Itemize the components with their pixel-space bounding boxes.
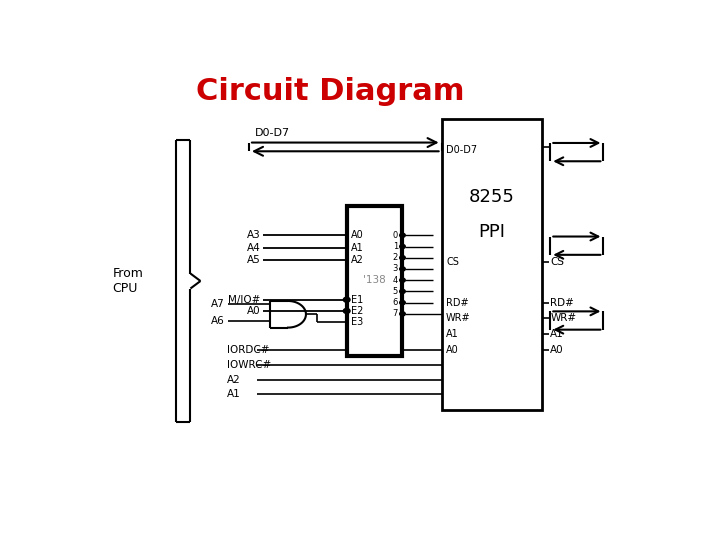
- Text: M/IO#: M/IO#: [228, 295, 260, 305]
- Text: A2: A2: [227, 375, 240, 385]
- Circle shape: [343, 297, 350, 302]
- Text: 8255: 8255: [469, 188, 515, 206]
- Text: CS: CS: [550, 257, 564, 267]
- Text: 4: 4: [393, 276, 398, 285]
- Text: A1: A1: [550, 329, 564, 339]
- Text: A2: A2: [351, 255, 364, 265]
- Text: From
CPU: From CPU: [112, 267, 143, 295]
- Text: 2: 2: [393, 253, 398, 262]
- Text: IOWRC#: IOWRC#: [227, 360, 271, 370]
- Text: 0: 0: [393, 231, 398, 240]
- Text: A1: A1: [446, 329, 459, 339]
- Text: RD#: RD#: [446, 298, 469, 308]
- Circle shape: [400, 245, 405, 248]
- Text: A6: A6: [211, 315, 225, 326]
- Text: PPI: PPI: [478, 224, 505, 241]
- Text: E3: E3: [351, 317, 364, 327]
- Circle shape: [343, 308, 350, 313]
- Circle shape: [400, 289, 405, 294]
- Circle shape: [400, 233, 405, 238]
- Text: D0-D7: D0-D7: [255, 129, 289, 138]
- Text: '138: '138: [363, 275, 386, 285]
- Text: A1: A1: [227, 389, 240, 399]
- Text: D0-D7: D0-D7: [446, 145, 477, 155]
- Text: IORDC#: IORDC#: [227, 345, 269, 355]
- Text: A0: A0: [550, 345, 564, 355]
- Text: A3: A3: [246, 230, 260, 240]
- Text: CS: CS: [446, 257, 459, 267]
- Text: 3: 3: [392, 265, 398, 273]
- Text: 5: 5: [393, 287, 398, 296]
- Text: E1: E1: [351, 295, 364, 305]
- Text: 1: 1: [393, 242, 398, 251]
- Circle shape: [400, 312, 405, 316]
- Text: 6: 6: [392, 298, 398, 307]
- Circle shape: [400, 255, 405, 260]
- Text: A7: A7: [211, 299, 225, 309]
- Text: A0: A0: [246, 306, 260, 316]
- Bar: [441, 119, 542, 410]
- Text: A1: A1: [351, 243, 364, 253]
- Text: Circuit Diagram: Circuit Diagram: [196, 77, 464, 106]
- Text: WR#: WR#: [550, 313, 577, 323]
- Text: RD#: RD#: [550, 298, 575, 308]
- Text: E2: E2: [351, 306, 364, 316]
- Bar: [347, 206, 402, 356]
- Text: 7: 7: [392, 309, 398, 319]
- Circle shape: [400, 267, 405, 271]
- Text: A0: A0: [351, 230, 364, 240]
- Text: WR#: WR#: [446, 313, 471, 323]
- Circle shape: [400, 301, 405, 305]
- Text: A0: A0: [446, 345, 459, 355]
- Text: A5: A5: [246, 255, 260, 265]
- Text: A4: A4: [246, 243, 260, 253]
- Circle shape: [400, 278, 405, 282]
